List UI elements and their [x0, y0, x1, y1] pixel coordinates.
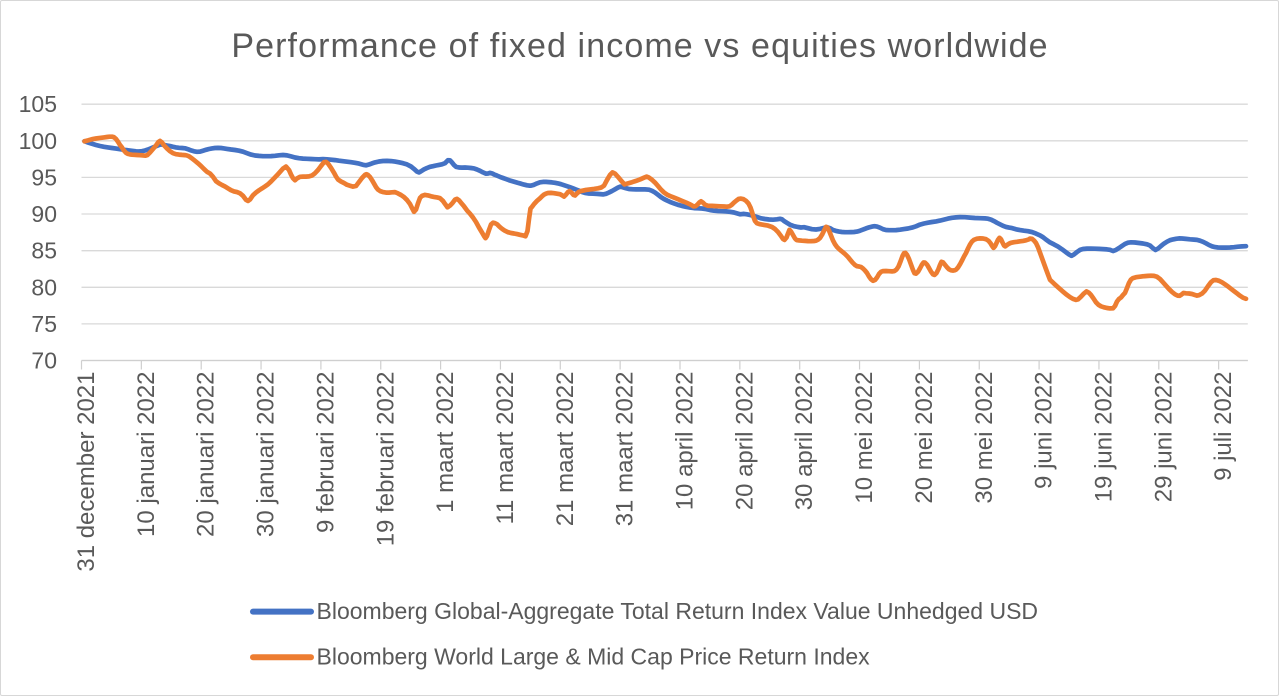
svg-text:100: 100	[18, 127, 56, 153]
svg-text:70: 70	[31, 347, 57, 373]
svg-text:75: 75	[31, 310, 57, 336]
svg-text:19 juni 2022: 19 juni 2022	[1090, 371, 1117, 502]
svg-text:9 juni 2022: 9 juni 2022	[1030, 371, 1057, 488]
svg-text:10 mei 2022: 10 mei 2022	[851, 371, 878, 503]
svg-text:29 juni 2022: 29 juni 2022	[1150, 371, 1177, 502]
svg-text:9 juli 2022: 9 juli 2022	[1210, 371, 1237, 480]
svg-text:21 maart 2022: 21 maart 2022	[551, 371, 578, 526]
svg-text:19 februari 2022: 19 februari 2022	[372, 371, 399, 546]
svg-text:20 januari 2022: 20 januari 2022	[192, 371, 219, 536]
svg-text:31 december 2021: 31 december 2021	[73, 371, 100, 571]
svg-text:30 mei 2022: 30 mei 2022	[970, 371, 997, 503]
svg-text:95: 95	[31, 164, 57, 190]
svg-text:20 mei 2022: 20 mei 2022	[910, 371, 937, 503]
svg-text:80: 80	[31, 274, 57, 300]
svg-text:9 februari 2022: 9 februari 2022	[312, 371, 339, 532]
svg-text:10 januari 2022: 10 januari 2022	[132, 371, 159, 536]
svg-text:90: 90	[31, 201, 57, 227]
svg-text:Bloomberg World Large & Mid Ca: Bloomberg World Large & Mid Cap Price Re…	[316, 643, 870, 669]
svg-text:1 maart 2022: 1 maart 2022	[432, 371, 459, 512]
svg-text:30 april 2022: 30 april 2022	[791, 371, 818, 510]
svg-text:Bloomberg Global-Aggregate Tot: Bloomberg Global-Aggregate Total Return …	[316, 598, 1038, 624]
svg-text:Performance of fixed income vs: Performance of fixed income vs equities …	[231, 27, 1048, 65]
svg-text:20 april 2022: 20 april 2022	[731, 371, 758, 510]
svg-text:11 maart 2022: 11 maart 2022	[491, 371, 518, 524]
svg-text:85: 85	[31, 237, 57, 263]
svg-text:30 januari 2022: 30 januari 2022	[252, 371, 279, 536]
svg-text:10 april 2022: 10 april 2022	[671, 371, 698, 510]
svg-text:31 maart 2022: 31 maart 2022	[611, 371, 638, 526]
svg-text:105: 105	[18, 91, 56, 117]
